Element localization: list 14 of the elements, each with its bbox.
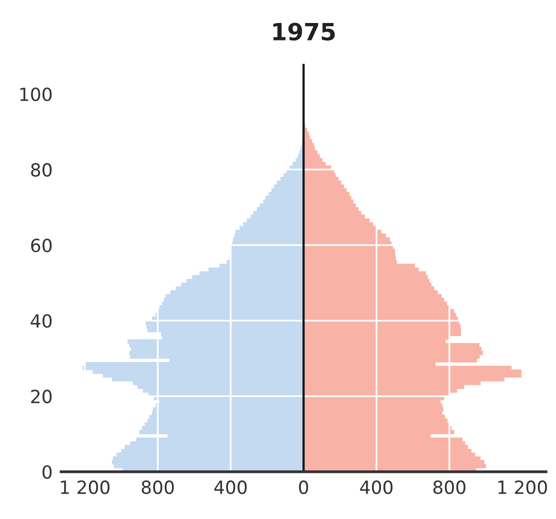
- x-tick-label: 400: [214, 480, 247, 494]
- y-tick-label: 20: [31, 390, 52, 404]
- y-tick-label: 80: [31, 163, 52, 177]
- x-tick-label: 1 200: [60, 480, 110, 494]
- y-tick-label: 40: [30, 314, 52, 328]
- y-tick-label: 100: [20, 88, 52, 102]
- x-tick-label: 0: [299, 480, 308, 494]
- y-tick-label: 60: [31, 238, 52, 252]
- chart-title: 1975: [273, 22, 335, 41]
- x-tick-label: 800: [433, 480, 466, 494]
- x-tick-label: 800: [142, 480, 174, 494]
- x-tick-label: 400: [360, 480, 393, 494]
- y-tick-label: 0: [42, 465, 52, 479]
- x-tick-label: 1 200: [498, 480, 547, 494]
